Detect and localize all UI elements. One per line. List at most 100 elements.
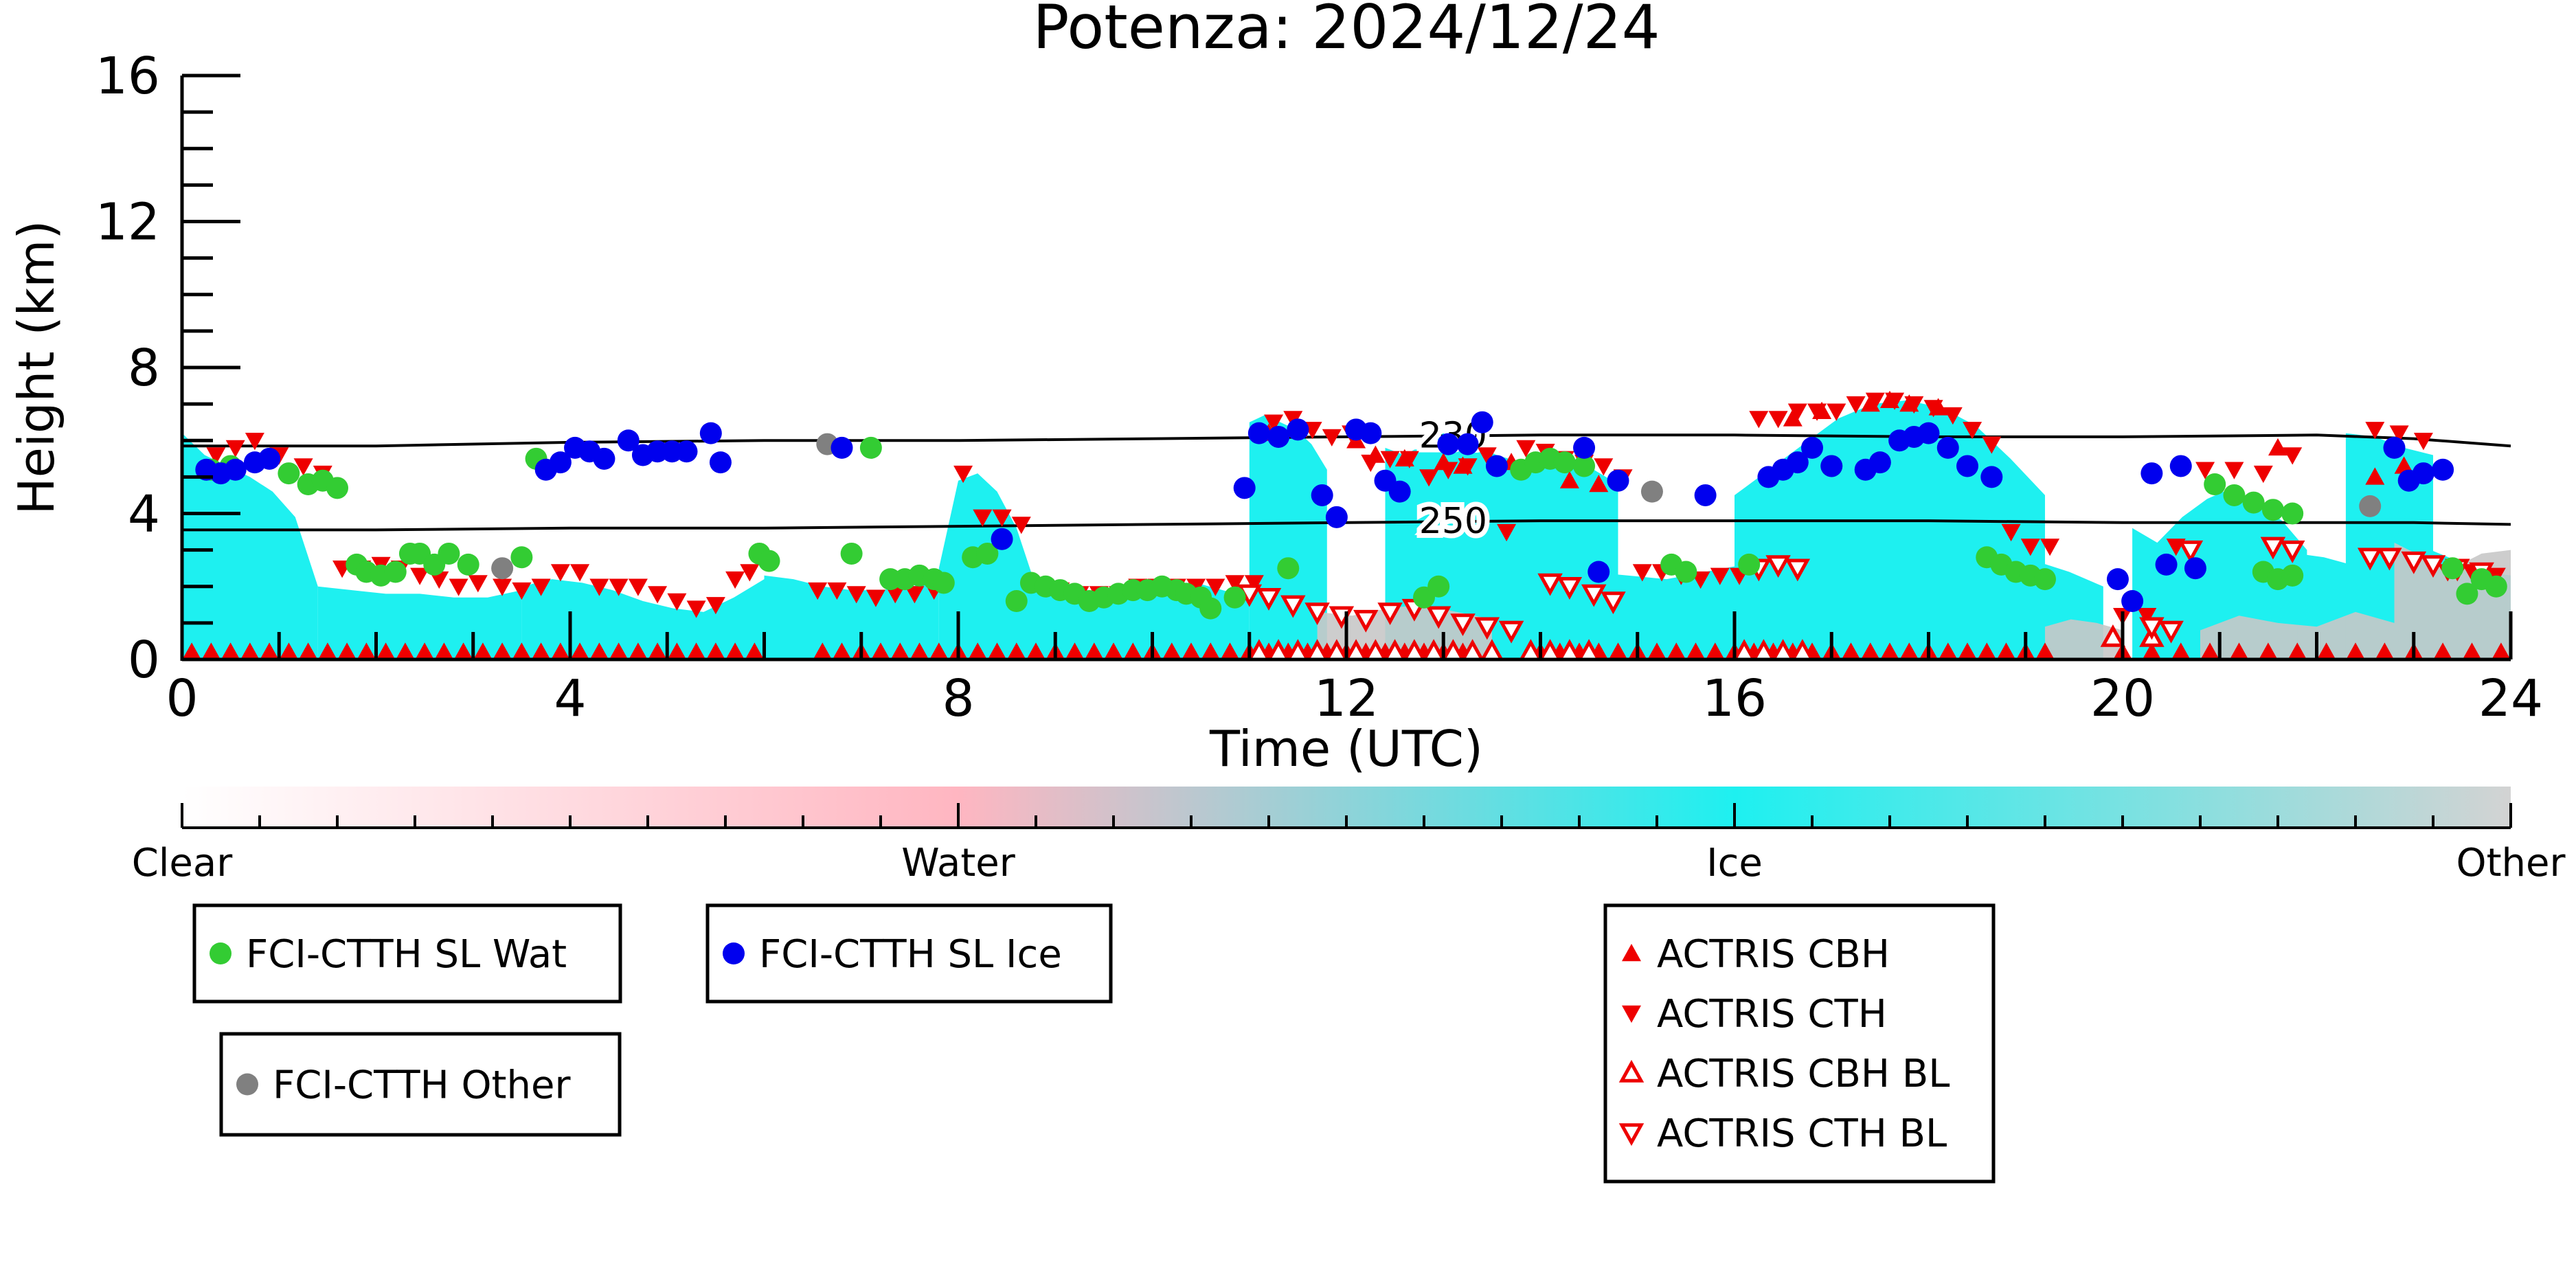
actris-cbh-point <box>318 642 337 659</box>
actris-cth-bl-point <box>1377 602 1403 626</box>
actris-cth-point <box>1516 440 1536 457</box>
fci-ctth-sl-ice-point <box>1786 451 1809 474</box>
actris-cth-bl-point <box>2279 540 2305 563</box>
legend-marker-fci-other-0 <box>236 1073 258 1096</box>
actris-cth-point <box>808 582 828 600</box>
actris-cth-bl-point <box>1785 558 1811 582</box>
actris-cbh-point <box>570 642 589 659</box>
fci-ctth-sl-wat-point <box>457 553 479 576</box>
fci-ctth-sl-wat-point <box>278 462 300 485</box>
fci-ctth-sl-ice-point <box>1287 418 1309 441</box>
fci-ctth-sl-wat-point <box>384 561 407 583</box>
actris-cbh-point <box>1861 642 1880 659</box>
fci-ctth-sl-wat-point <box>2456 583 2478 605</box>
fci-ctth-sl-ice-point <box>991 528 1013 550</box>
actris-cbh-bl-point <box>1325 639 1348 659</box>
actris-cbh-point <box>434 642 454 659</box>
fci-ctth-other-point <box>1640 480 1663 503</box>
fci-ctth-sl-wat-point <box>1199 597 1222 620</box>
actris-cbh-point <box>1647 642 1667 659</box>
actris-cbh-bl-point <box>1519 639 1542 659</box>
ice-region-4 <box>938 473 1036 659</box>
ice-region-1 <box>317 586 522 659</box>
actris-cbh-bl-point <box>2100 624 2126 647</box>
actris-cth-bl-point <box>1581 584 1607 607</box>
fci-ctth-sl-ice-point <box>2140 462 2163 485</box>
colorbar: Clear Water Ice Other <box>132 787 2566 885</box>
legend-box-actris <box>1603 903 1996 1184</box>
actris-cbh-bl-point <box>1480 639 1504 659</box>
fci-ctth-sl-ice-point <box>1233 477 1256 499</box>
actris-cth-point <box>2283 447 2303 465</box>
actris-cth-point <box>1361 454 1381 473</box>
actris-cbh-point <box>968 642 987 659</box>
actris-cbh-point <box>260 642 279 659</box>
fci-ctth-sl-ice-point <box>2121 590 2144 612</box>
fci-ctth-sl-wat-point <box>2441 557 2464 580</box>
x-axis-label: Time (UTC) <box>1209 720 1483 778</box>
actris-cbh-point <box>1085 642 1104 659</box>
actris-cbh-bl-point <box>1441 639 1465 659</box>
actris-cbh-point <box>376 642 396 659</box>
fci-ctth-sl-ice-point <box>549 451 572 474</box>
actris-cth-point <box>1380 451 1400 468</box>
actris-cth-point <box>1963 422 1982 440</box>
actris-cbh-point <box>357 642 376 659</box>
actris-cth-point <box>512 582 532 600</box>
actris-cth-point <box>1225 575 1245 593</box>
actris-cth-point <box>531 578 551 596</box>
y-tick-label: 8 <box>128 339 160 398</box>
actris-cth-point <box>1206 578 1225 596</box>
actris-cth-point <box>1923 400 1943 418</box>
actris-cbh-point <box>1841 642 1861 659</box>
actris-cbh-point <box>1939 642 1958 659</box>
actris-cth-point <box>1011 517 1031 534</box>
actris-cbh-point <box>909 642 929 659</box>
fci-ctth-sl-ice-point <box>1801 436 1823 459</box>
actris-cth-point <box>1497 523 1517 542</box>
actris-cth-point <box>1322 429 1342 447</box>
x-tick-label: 24 <box>2478 669 2543 728</box>
actris-cth-point <box>628 578 648 596</box>
actris-cth-point <box>609 578 629 596</box>
x-tick-label: 20 <box>2090 669 2155 728</box>
actris-cbh-bl-point <box>1403 639 1426 659</box>
actris-cbh-point <box>1559 471 1579 488</box>
actris-cbh-bl-point <box>1577 639 1601 659</box>
actris-cbh-point <box>551 642 570 659</box>
actris-cth-point <box>973 509 993 527</box>
legend-label: ACTRIS CBH BL <box>1657 1052 1950 1096</box>
actris-cth-bl-point <box>2139 617 2165 640</box>
actris-cth-point <box>1982 436 2002 454</box>
actris-cbh-point <box>2462 642 2482 659</box>
actris-cth-point <box>2001 523 2021 542</box>
fci-ctth-sl-ice-point <box>2184 557 2206 580</box>
actris-cbh-point <box>1958 642 1977 659</box>
legend-marker-fci-wat-0 <box>210 942 231 964</box>
colorbar-label-water: Water <box>901 841 1016 885</box>
y-axis-label: Height (km) <box>8 221 65 515</box>
contour-230 <box>182 433 2511 448</box>
actris-cth-bl-point <box>1280 595 1306 618</box>
actris-cbh-bl-point <box>1772 639 1795 659</box>
legend-marker-fci-ice-0 <box>723 942 745 964</box>
fci-ctth-sl-ice-point <box>2412 462 2434 485</box>
actris-cbh-point <box>2287 642 2307 659</box>
actris-cbh-point <box>686 642 706 659</box>
actris-cth-bl-point <box>2260 536 2286 560</box>
actris-cth-bl-point <box>1304 602 1330 626</box>
actris-cbh-point <box>929 642 949 659</box>
actris-cbh-point <box>2316 642 2336 659</box>
actris-cth-bl-point <box>1425 606 1451 629</box>
actris-cbh-point <box>2229 642 2249 659</box>
y-tick-label: 12 <box>95 193 160 252</box>
actris-cth-point <box>206 447 226 465</box>
fci-ctth-sl-wat-point <box>859 436 882 459</box>
actris-cbh-point <box>890 642 909 659</box>
actris-cth-bl-point <box>2377 547 2402 571</box>
legend-box-fci-ice <box>705 903 1113 1004</box>
legend-label: ACTRIS CBH <box>1657 932 1890 977</box>
fci-ctth-sl-ice-point <box>1868 451 1891 474</box>
actris-cth-point <box>2040 539 2060 556</box>
